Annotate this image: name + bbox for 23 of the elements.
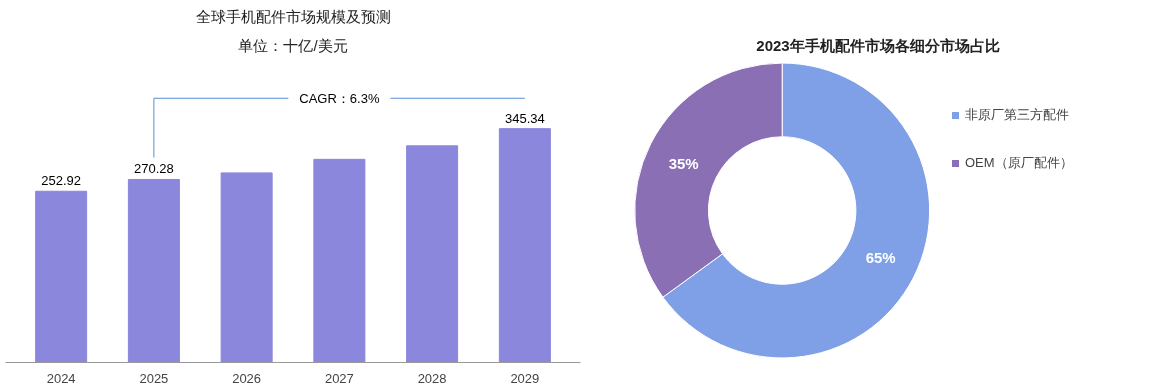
text: CAGR：6.3% [299, 90, 380, 106]
bar [220, 172, 273, 363]
x-tick-label: 2025 [139, 370, 169, 386]
x-tick-label: 2027 [324, 370, 354, 386]
chart-subtitle: 单位：十亿/美元 [238, 36, 348, 54]
legend-label: 非原厂第三方配件 [965, 106, 1069, 124]
data-label: 270.28 [134, 161, 174, 177]
data-label: 252.92 [41, 173, 82, 189]
bar [127, 178, 180, 363]
bar [313, 158, 366, 363]
chart-title: 2023年手机配件市场各细分市场占比 [756, 36, 1000, 54]
legend-label: OEM（原厂配件） [965, 154, 1073, 172]
data-label: 65% [865, 249, 896, 267]
bar [498, 128, 551, 363]
x-tick-label: 2028 [417, 370, 447, 386]
x-tick-label: 2026 [232, 370, 262, 386]
chart-title: 全球手机配件市场规模及预测 [195, 7, 391, 25]
x-tick-label: 2024 [46, 370, 76, 386]
bar [406, 145, 459, 363]
data-label: 345.34 [504, 110, 545, 126]
x-tick-label: 2029 [510, 370, 540, 386]
bar [35, 190, 88, 363]
data-label: 35% [668, 154, 699, 172]
